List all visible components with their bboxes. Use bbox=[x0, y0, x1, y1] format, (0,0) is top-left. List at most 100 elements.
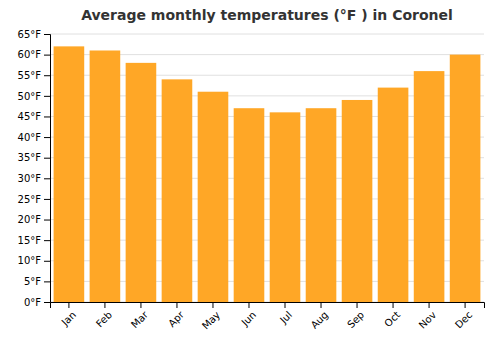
y-tick-mark bbox=[44, 178, 50, 179]
x-tick-mark bbox=[104, 302, 105, 308]
grid bbox=[50, 34, 484, 302]
plot: 0°F 5°F 10°F 15°F 20°F 25°F 30°F 35°F 40°F 45°F 50… bbox=[18, 29, 485, 332]
x-tick-label: Mar bbox=[129, 308, 151, 330]
x-tick-mark bbox=[429, 302, 430, 308]
bar bbox=[54, 46, 85, 302]
x-tick-mark bbox=[176, 302, 177, 308]
y-tick-label: 40°F bbox=[18, 132, 42, 143]
x-tick-label: Jan bbox=[59, 309, 78, 328]
y-tick-label: 15°F bbox=[18, 235, 42, 246]
x-tick-label: Oct bbox=[382, 309, 402, 329]
y-tick-mark bbox=[44, 96, 50, 97]
y-tick-label: 10°F bbox=[18, 255, 42, 266]
y-tick: 0°F bbox=[24, 297, 50, 308]
y-tick: 5°F bbox=[24, 276, 50, 287]
y-tick-mark bbox=[44, 281, 50, 282]
x-tick: Jan bbox=[59, 302, 78, 328]
y-tick-mark bbox=[44, 116, 50, 117]
y-tick-label: 35°F bbox=[18, 152, 42, 163]
x-tick-mark bbox=[68, 302, 69, 308]
bars bbox=[54, 46, 481, 302]
x-tick: Dec bbox=[453, 302, 474, 331]
bar bbox=[234, 108, 265, 302]
y-axis-line bbox=[44, 35, 51, 303]
bar bbox=[342, 100, 373, 302]
x-tick: Sep bbox=[345, 302, 366, 330]
y-tick-mark bbox=[44, 158, 50, 159]
y-tick-label: 50°F bbox=[18, 91, 42, 102]
y-tick-label: 20°F bbox=[18, 214, 42, 225]
y-tick: 45°F bbox=[18, 111, 50, 122]
bar bbox=[450, 55, 481, 302]
y-tick-mark bbox=[44, 75, 50, 76]
y-tick: 55°F bbox=[18, 70, 50, 81]
bar bbox=[198, 92, 229, 302]
x-tick-mark bbox=[465, 302, 466, 308]
x-tick: Oct bbox=[382, 302, 402, 329]
y-tick-label: 5°F bbox=[24, 276, 41, 287]
x-tick-label: Jul bbox=[277, 309, 294, 326]
y-tick-label: 25°F bbox=[18, 194, 42, 205]
y-tick: 20°F bbox=[18, 214, 50, 225]
x-tick-mark bbox=[140, 302, 141, 308]
x-tick: Jul bbox=[277, 302, 294, 326]
x-tick-label: Nov bbox=[417, 309, 439, 331]
y-tick: 30°F bbox=[18, 173, 50, 184]
bar bbox=[414, 71, 445, 302]
y-tick-label: 65°F bbox=[18, 29, 42, 40]
grid-line bbox=[50, 34, 484, 35]
y-tick-mark bbox=[44, 199, 50, 200]
x-tick: Aug bbox=[309, 302, 331, 331]
bar bbox=[270, 112, 301, 302]
y-tick: 15°F bbox=[18, 235, 50, 246]
x-tick-mark bbox=[357, 302, 358, 308]
y-tick-mark bbox=[44, 137, 50, 138]
bar bbox=[162, 79, 193, 302]
x-tick-label: May bbox=[200, 309, 222, 331]
x-tick: Jun bbox=[239, 302, 259, 329]
chart-container: 0°F 5°F 10°F 15°F 20°F 25°F 30°F 35°F 40°F 45°F 50… bbox=[0, 0, 500, 350]
y-tick-mark bbox=[44, 240, 50, 241]
x-tick: Apr bbox=[166, 302, 187, 329]
x-tick-label: Sep bbox=[345, 309, 366, 330]
y-tick-mark bbox=[44, 34, 50, 35]
x-axis: Jan Feb Mar Apr May Jun Jul Aug Sep Oct Nov Dec bbox=[51, 302, 485, 331]
y-tick: 25°F bbox=[18, 194, 50, 205]
y-tick-label: 55°F bbox=[18, 70, 42, 81]
x-tick-mark bbox=[248, 302, 249, 308]
x-axis-line bbox=[51, 303, 485, 309]
x-tick: Mar bbox=[129, 302, 151, 330]
title: Average monthly temperatures (°F ) in Co… bbox=[81, 7, 453, 23]
y-tick: 60°F bbox=[18, 49, 50, 60]
y-tick-label: 30°F bbox=[18, 173, 42, 184]
chart-svg: 0°F 5°F 10°F 15°F 20°F 25°F 30°F 35°F 40°F 45°F 50… bbox=[0, 0, 500, 350]
y-tick-mark bbox=[44, 220, 50, 221]
bar bbox=[378, 88, 409, 302]
y-tick: 65°F bbox=[18, 29, 50, 40]
x-tick-label: Feb bbox=[94, 309, 114, 329]
y-tick: 40°F bbox=[18, 132, 50, 143]
x-tick-mark bbox=[321, 302, 322, 308]
y-tick-label: 45°F bbox=[18, 111, 42, 122]
bar bbox=[90, 50, 121, 302]
x-tick: Feb bbox=[94, 302, 114, 329]
x-tick-label: Jun bbox=[239, 309, 259, 329]
y-tick-mark bbox=[44, 302, 50, 303]
y-tick-label: 60°F bbox=[18, 49, 42, 60]
x-tick-mark bbox=[285, 302, 286, 308]
x-tick: May bbox=[200, 302, 222, 331]
y-tick: 50°F bbox=[18, 91, 50, 102]
y-tick-mark bbox=[44, 261, 50, 262]
x-tick-label: Dec bbox=[453, 309, 474, 330]
y-tick-label: 0°F bbox=[24, 297, 41, 308]
bar bbox=[126, 63, 157, 302]
y-tick-mark bbox=[44, 55, 50, 56]
x-tick: Nov bbox=[417, 302, 439, 331]
y-tick: 10°F bbox=[18, 255, 50, 266]
bar bbox=[306, 108, 337, 302]
x-tick-mark bbox=[393, 302, 394, 308]
x-tick-label: Aug bbox=[309, 309, 331, 331]
y-tick: 35°F bbox=[18, 152, 50, 163]
x-tick-mark bbox=[212, 302, 213, 308]
y-axis: 0°F 5°F 10°F 15°F 20°F 25°F 30°F 35°F 40°F 45°F 50… bbox=[18, 29, 51, 308]
